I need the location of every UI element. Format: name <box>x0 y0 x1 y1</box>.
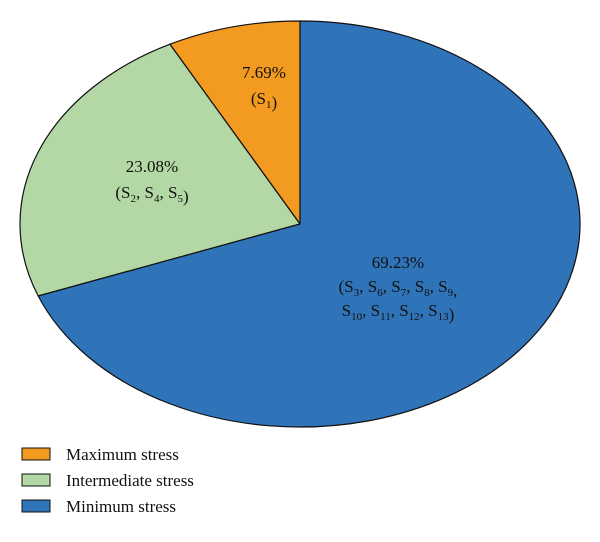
slice-percent-label: 69.23% <box>372 253 424 272</box>
slice-members-line: (S1) <box>251 89 277 112</box>
legend-swatch <box>21 499 51 513</box>
pie-slice-maximum-stress <box>169 20 301 225</box>
slice-percent-label: 23.08% <box>126 157 178 176</box>
legend-item-maximum-stress: Maximum stress <box>21 445 179 464</box>
slice-label-minimum-stress: 69.23%(S3, S6, S7, S8, S9,S10, S11, S12,… <box>339 253 458 324</box>
legend-swatch <box>21 447 51 461</box>
legend-item-minimum-stress: Minimum stress <box>21 497 176 516</box>
slice-members-line: S10, S11, S12, S13) <box>342 301 455 324</box>
legend-item-intermediate-stress: Intermediate stress <box>21 471 194 490</box>
pie-slice-minimum-stress <box>37 20 581 428</box>
slice-percent-label: 7.69% <box>242 63 286 82</box>
pie-slices <box>19 20 581 428</box>
pie-slice-intermediate-stress <box>19 43 301 297</box>
slice-label-maximum-stress: 7.69% (S1) <box>242 63 286 112</box>
legend-label: Minimum stress <box>66 497 176 516</box>
legend-label: Intermediate stress <box>66 471 194 490</box>
legend-swatch <box>21 473 51 487</box>
slice-labels: 7.69%(S1)23.08%(S2, S4, S5)69.23%(S3, S6… <box>115 63 457 324</box>
legend-label: Maximum stress <box>66 445 179 464</box>
legend: Maximum stress Intermediate stress Minimum… <box>21 445 194 516</box>
